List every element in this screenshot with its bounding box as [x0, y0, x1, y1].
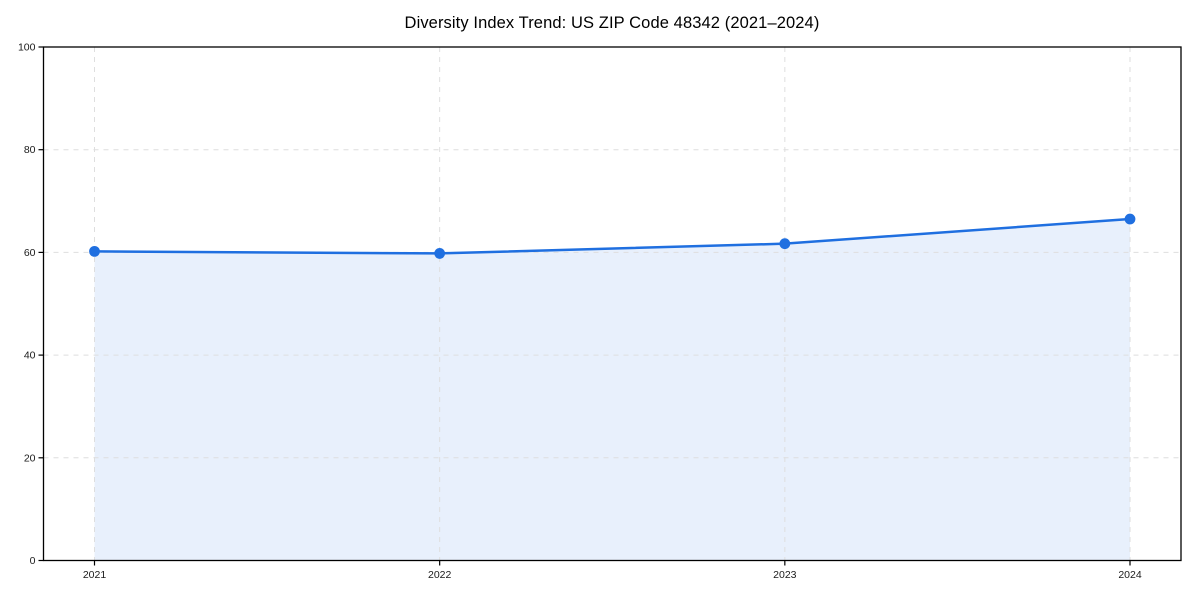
data-point [89, 245, 100, 257]
y-tick-label: 20 [24, 452, 36, 464]
x-tick-label: 2023 [773, 569, 797, 581]
plot-frame [42, 46, 1182, 562]
x-tick-label: 2022 [428, 569, 452, 581]
area-fill [94, 219, 1130, 561]
trend-line [93, 217, 1132, 255]
chart-title: Diversity Index Trend: US ZIP Code 48342… [404, 14, 820, 32]
data-point [434, 248, 446, 259]
x-tick-label: 2021 [83, 569, 107, 581]
data-point [779, 238, 791, 250]
y-tick-label: 60 [24, 247, 36, 259]
y-tick-label: 40 [24, 350, 36, 362]
data-point [1124, 213, 1136, 225]
y-tick-label: 0 [30, 555, 36, 567]
y-tick-label: 80 [24, 144, 36, 156]
x-tick-label: 2024 [1118, 569, 1142, 581]
y-tick-label: 100 [18, 42, 36, 54]
